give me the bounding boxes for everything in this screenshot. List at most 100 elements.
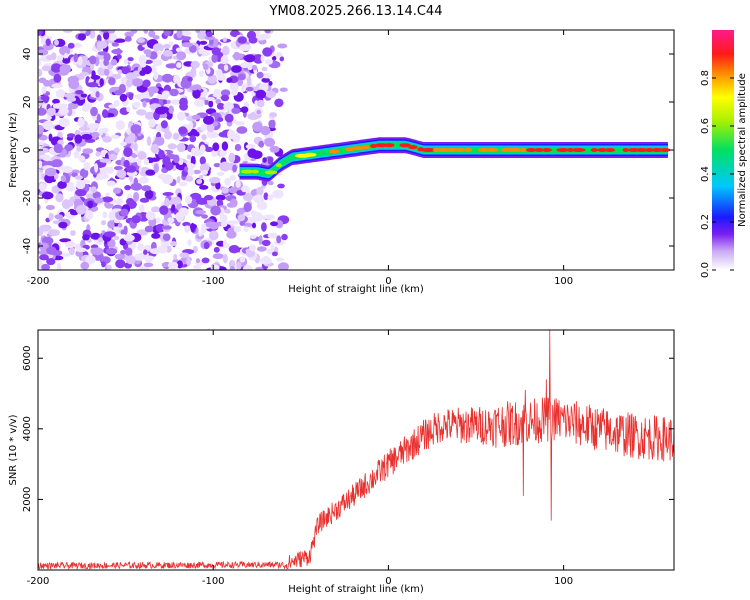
noise-blob — [233, 226, 242, 233]
noise-blob — [131, 215, 141, 224]
noise-blob — [213, 246, 220, 253]
ridge-hotspot — [660, 148, 671, 152]
noise-blob — [38, 171, 42, 182]
ridge-hotspot — [525, 148, 537, 152]
noise-blob — [278, 262, 289, 270]
snr-y-tick-label: 6000 — [22, 346, 33, 371]
noise-blob — [41, 65, 52, 72]
noise-blob — [272, 189, 284, 199]
noise-blob — [139, 204, 145, 212]
noise-blob — [127, 57, 134, 62]
noise-blob — [264, 30, 271, 34]
noise-blob — [57, 180, 67, 189]
noise-blob — [78, 33, 86, 41]
noise-blob — [243, 212, 250, 217]
noise-blob — [181, 42, 193, 48]
noise-blob — [203, 63, 209, 71]
noise-blob — [206, 122, 215, 133]
noise-blob — [123, 159, 130, 168]
noise-blob — [81, 133, 93, 140]
noise-blob — [55, 193, 64, 203]
noise-blob — [274, 98, 284, 108]
noise-blob — [226, 77, 233, 83]
noise-blob — [50, 63, 62, 73]
noise-blob — [82, 102, 93, 111]
noise-blob — [222, 45, 230, 56]
noise-blob — [215, 98, 221, 105]
noise-blob — [123, 58, 129, 65]
noise-blob — [190, 155, 196, 166]
noise-blob — [156, 50, 162, 55]
spec-x-tick-label: -100 — [202, 276, 225, 287]
noise-blob — [44, 167, 57, 177]
noise-blob — [86, 82, 99, 88]
noise-blob — [153, 163, 159, 174]
noise-blob — [102, 211, 108, 219]
noise-blob — [97, 51, 108, 56]
colorbar: 0.0 0.2 0.4 0.6 0.8 Normalized spectral ampl… — [700, 30, 748, 278]
noise-blob — [222, 254, 228, 264]
noise-blob — [120, 208, 129, 217]
noise-blob — [199, 174, 204, 180]
noise-blob — [167, 261, 179, 270]
noise-blob — [261, 77, 271, 83]
noise-blob — [40, 95, 50, 101]
ridge-hotspot — [635, 148, 648, 152]
noise-blob — [220, 221, 228, 228]
noise-blob — [179, 252, 190, 258]
noise-blob — [38, 204, 41, 211]
noise-blob — [144, 256, 153, 263]
noise-blob — [38, 107, 47, 116]
noise-blob — [125, 255, 136, 265]
noise-blob — [220, 89, 231, 97]
noise-blob — [141, 65, 152, 75]
noise-blob — [41, 191, 54, 200]
noise-blob — [116, 197, 123, 206]
noise-blob — [113, 147, 120, 154]
noise-blob — [175, 162, 187, 171]
noise-blob — [240, 106, 249, 113]
noise-blob — [204, 35, 216, 40]
ridge-hotspot — [556, 148, 570, 152]
noise-blob — [267, 232, 278, 239]
noise-blob — [256, 71, 264, 79]
noise-blob — [101, 261, 106, 268]
noise-blob — [186, 154, 192, 160]
noise-blob — [171, 196, 181, 205]
noise-blob — [145, 169, 156, 176]
ridge-hotspot — [590, 148, 598, 152]
noise-blob — [211, 47, 221, 56]
noise-blob — [167, 143, 177, 150]
noise-blob — [48, 212, 54, 221]
noise-blob — [104, 231, 116, 238]
noise-blob — [103, 58, 109, 66]
ridge-hotspot — [604, 148, 616, 152]
noise-blob — [55, 89, 66, 98]
noise-blob — [189, 135, 197, 143]
noise-blob — [235, 180, 241, 188]
noise-blob — [244, 54, 256, 63]
noise-blob — [267, 181, 274, 186]
noise-blob — [113, 187, 122, 194]
noise-blob — [46, 54, 53, 61]
noise-blob — [199, 156, 206, 166]
noise-blob — [173, 154, 180, 164]
noise-blob — [165, 245, 172, 253]
noise-blob — [92, 191, 102, 199]
snr-x-tick-label: -200 — [27, 576, 50, 587]
spec-y-tick-label: -20 — [22, 190, 33, 206]
noise-blob — [232, 133, 241, 143]
noise-blob — [148, 30, 156, 38]
snr-y-label: SNR (10 * v/v) — [8, 414, 19, 485]
noise-blob — [53, 143, 63, 154]
noise-blob — [228, 259, 236, 269]
spec-y-tick-label: -40 — [22, 238, 33, 254]
noise-blob — [231, 88, 239, 96]
noise-blob — [60, 175, 67, 183]
noise-blob — [232, 164, 238, 173]
noise-blob — [87, 200, 93, 209]
noise-blob — [160, 120, 168, 129]
noise-blob — [64, 241, 76, 249]
noise-blob — [66, 96, 77, 102]
noise-blob — [253, 194, 263, 203]
